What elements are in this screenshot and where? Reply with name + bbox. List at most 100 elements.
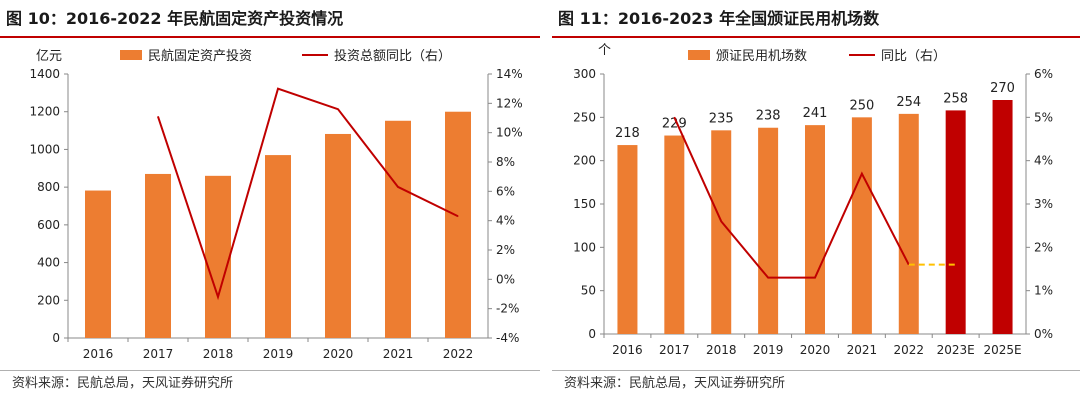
- bar-data-label: 235: [709, 111, 734, 126]
- yoy-point: [277, 88, 279, 90]
- bar: [851, 117, 872, 334]
- bar: [385, 120, 411, 338]
- yoy-point: [861, 173, 863, 175]
- x-tick-label: 2017: [143, 347, 174, 361]
- bar-data-label: 254: [896, 95, 921, 110]
- bar: [711, 130, 732, 334]
- title-rule: [552, 36, 1080, 38]
- figure-10-panel: 图 10：2016-2022 年民航固定资产投资情况 0 200 400 600 800…: [0, 9, 540, 391]
- bar-data-label: 270: [990, 81, 1015, 96]
- legend-bar-label: 颁证民用机场数: [716, 49, 807, 64]
- title-rule: [0, 36, 540, 38]
- y-right-tick-label: 10%: [496, 126, 523, 140]
- y-left-unit-label: 个: [598, 43, 611, 58]
- y-right-tick-label: 2%: [1034, 240, 1053, 254]
- y-left-tick-label: 1400: [29, 67, 60, 81]
- yoy-point: [217, 296, 219, 298]
- y-left-tick-label: 150: [573, 197, 596, 211]
- bar: [617, 145, 638, 334]
- source-rule: [0, 370, 540, 371]
- y-right-tick-label: 0%: [1034, 327, 1053, 341]
- bar: [664, 135, 685, 334]
- bar-data-label: 250: [849, 98, 874, 113]
- x-tick-label: 2020: [800, 343, 831, 357]
- bar: [445, 111, 471, 338]
- y-left-tick-label: 400: [37, 256, 60, 270]
- bar: [805, 125, 825, 334]
- y-right-tick-label: -4%: [496, 331, 519, 345]
- bar: [898, 113, 919, 334]
- bar: [758, 127, 779, 334]
- y-right-tick-label: -2%: [496, 302, 519, 316]
- legend-bar-swatch: [688, 50, 710, 60]
- yoy-point: [457, 215, 459, 217]
- airport-count-chart: 0 50 100 150 200 250 300 0% 1% 2% 3% 4% 5% 6% 个 2016 201…: [573, 43, 1053, 357]
- bar: [992, 100, 1013, 334]
- bar: [85, 190, 111, 338]
- y-right-tick-label: 6%: [1034, 67, 1053, 81]
- y-left-tick-label: 300: [573, 67, 596, 81]
- yoy-line: [673, 116, 910, 279]
- y-left-tick-label: 200: [573, 154, 596, 168]
- investment-chart: 0 200 400 600 800 1000 1200 1400 -4% -2% 0% 2% 4% 6% 8…: [29, 48, 523, 361]
- bar: [145, 173, 171, 338]
- x-tick-label: 2019: [263, 347, 294, 361]
- y-left-tick-label: 1000: [29, 142, 60, 156]
- legend-bar-swatch: [120, 50, 142, 60]
- bar-data-label: 229: [662, 117, 687, 132]
- bar-data-label: 258: [943, 91, 968, 106]
- bar-data-label: 241: [803, 106, 828, 121]
- y-right-tick-label: 3%: [1034, 197, 1053, 211]
- x-tick-label: 2023E: [937, 343, 975, 357]
- yoy-point: [767, 277, 769, 279]
- figure-title: 图 10：2016-2022 年民航固定资产投资情况: [6, 9, 344, 28]
- x-tick-label: 2016: [83, 347, 114, 361]
- y-right-tick-label: 12%: [496, 96, 523, 110]
- y-right-tick-label: 1%: [1034, 284, 1053, 298]
- yoy-point: [337, 108, 339, 110]
- figure-title: 图 11：2016-2023 年全国颁证民用机场数: [558, 9, 880, 28]
- x-tick-label: 2019: [753, 343, 784, 357]
- x-tick-label: 2016: [612, 343, 643, 357]
- x-tick-label: 2022: [443, 347, 474, 361]
- yoy-point: [397, 186, 399, 188]
- y-left-tick-label: 100: [573, 240, 596, 254]
- y-left-tick-label: 50: [581, 284, 596, 298]
- x-tick-label: 2020: [323, 347, 354, 361]
- source-note: 资料来源：民航总局，天风证券研究所: [564, 376, 786, 391]
- source-note: 资料来源：民航总局，天风证券研究所: [12, 376, 234, 391]
- y-left-tick-label: 800: [37, 180, 60, 194]
- source-rule: [552, 370, 1080, 371]
- yoy-point: [673, 116, 675, 118]
- y-right-tick-label: 4%: [496, 214, 515, 228]
- yoy-point: [157, 116, 159, 118]
- yoy-point: [720, 220, 722, 222]
- yoy-point: [814, 277, 816, 279]
- x-tick-label: 2018: [203, 347, 234, 361]
- y-left-tick-label: 0: [52, 331, 60, 345]
- bar: [325, 133, 351, 338]
- legend-bar-label: 民航固定资产投资: [148, 48, 252, 64]
- bar-data-label: 218: [615, 126, 640, 141]
- y-right-tick-label: 4%: [1034, 154, 1053, 168]
- y-left-tick-label: 250: [573, 110, 596, 124]
- y-left-tick-label: 200: [37, 293, 60, 307]
- legend-line-label: 投资总额同比（右）: [334, 48, 451, 64]
- figure-11-panel: 图 11：2016-2023 年全国颁证民用机场数 0 50 100 150 200 25…: [552, 0, 1080, 408]
- x-tick-label: 2021: [383, 347, 414, 361]
- x-tick-label: 2022: [894, 343, 925, 357]
- bar: [205, 175, 231, 338]
- y-right-tick-label: 14%: [496, 67, 523, 81]
- x-tick-label: 2018: [706, 343, 737, 357]
- yoy-line: [157, 87, 459, 301]
- bar-data-label: 238: [756, 109, 781, 124]
- y-left-tick-label: 1200: [29, 105, 60, 119]
- y-right-tick-label: 2%: [496, 243, 515, 257]
- y-right-tick-label: 6%: [496, 184, 515, 198]
- x-tick-label: 2025E: [983, 343, 1021, 357]
- bar: [265, 155, 291, 338]
- y-left-unit-label: 亿元: [36, 49, 62, 64]
- y-right-tick-label: 8%: [496, 155, 515, 169]
- x-tick-label: 2017: [659, 343, 690, 357]
- legend-line-label: 同比（右）: [881, 49, 946, 64]
